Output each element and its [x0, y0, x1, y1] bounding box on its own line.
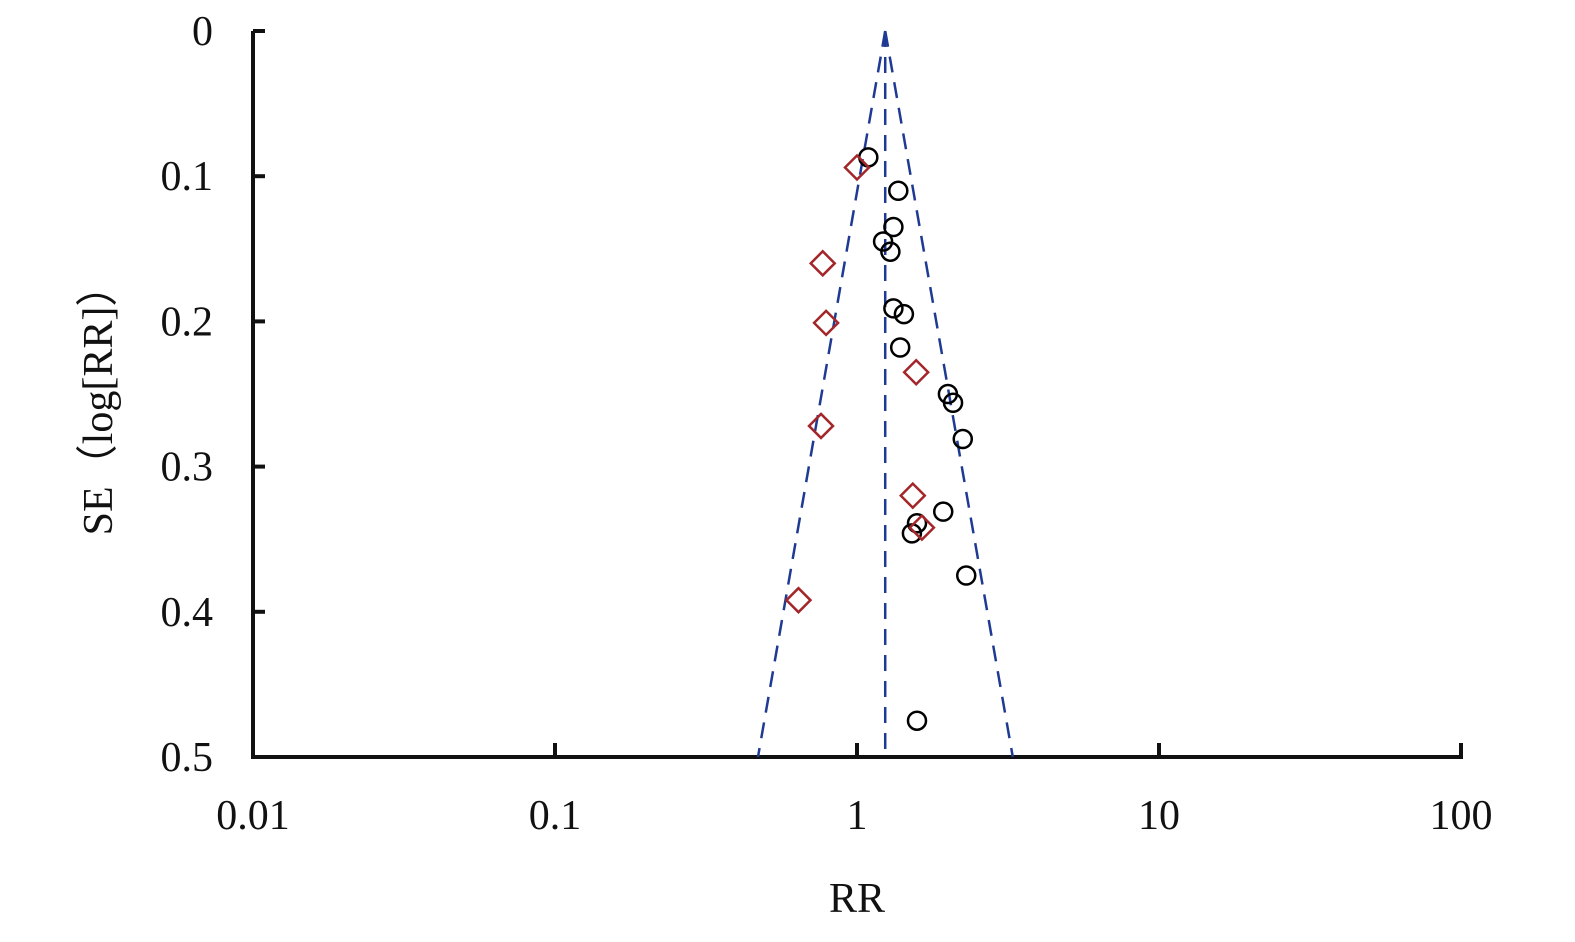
point-circle	[955, 565, 977, 586]
funnel-limit	[756, 30, 887, 758]
point-diamond	[843, 153, 871, 182]
point-diamond	[784, 586, 813, 614]
point-circle	[872, 231, 894, 252]
y-tick-label: 0.3	[161, 445, 214, 491]
point-circle	[893, 303, 915, 325]
y-tick-label: 0.5	[161, 735, 214, 781]
point-circle	[906, 710, 928, 731]
y-tick-label: 0.4	[161, 590, 214, 636]
point-circle	[888, 180, 909, 201]
x-axis-title: RR	[829, 876, 885, 922]
point-diamond	[807, 412, 835, 440]
point-circle	[906, 512, 928, 534]
x-tick-label: 1	[847, 793, 868, 839]
x-tick-label: 100	[1430, 793, 1493, 839]
point-circle	[889, 337, 911, 358]
x-tick-label: 0.1	[529, 793, 582, 839]
y-tick-label: 0.2	[161, 299, 214, 345]
point-circle	[858, 147, 879, 168]
y-axis-title: SE（log[RR]）	[76, 265, 122, 536]
x-tick-label: 10	[1138, 793, 1180, 839]
point-circle	[883, 298, 904, 319]
y-tick-label: 0	[192, 9, 213, 55]
point-diamond	[812, 309, 840, 337]
point-diamond	[808, 249, 837, 278]
point-circle	[932, 501, 954, 522]
point-circle	[952, 428, 974, 450]
point-diamond	[899, 481, 927, 510]
x-tick-label: 0.01	[216, 793, 290, 839]
y-tick-label: 0.1	[161, 154, 214, 200]
point-diamond	[902, 358, 930, 386]
point-circle	[942, 392, 964, 413]
point-circle	[880, 241, 901, 262]
point-diamond	[908, 513, 936, 542]
point-circle	[883, 216, 904, 238]
